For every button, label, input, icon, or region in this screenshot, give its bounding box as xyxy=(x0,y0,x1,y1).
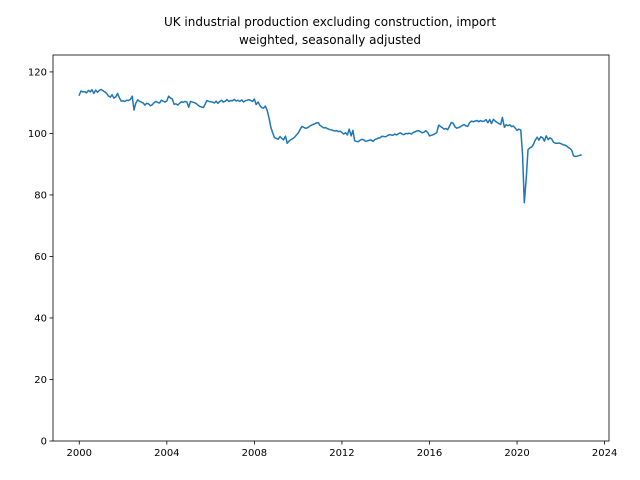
chart-title-line-2: weighted, seasonally adjusted xyxy=(239,33,421,47)
x-tick-label: 2004 xyxy=(154,448,179,459)
x-tick-label: 2020 xyxy=(504,448,529,459)
y-tick-label: 20 xyxy=(34,375,47,386)
y-tick-label: 40 xyxy=(34,314,47,325)
y-tick-label: 80 xyxy=(34,191,47,202)
plot-frame xyxy=(52,54,610,442)
x-tick-label: 2024 xyxy=(592,448,617,459)
y-tick-label: 60 xyxy=(34,252,47,263)
chart-title-line-1: UK industrial production excluding const… xyxy=(164,15,496,29)
x-tick-label: 2008 xyxy=(242,448,267,459)
y-tick-label: 100 xyxy=(28,129,47,140)
x-tick-label: 2000 xyxy=(67,448,92,459)
y-tick-label: 0 xyxy=(41,437,47,448)
x-tick-label: 2016 xyxy=(417,448,442,459)
series-line-0 xyxy=(78,88,582,204)
x-tick-label: 2012 xyxy=(329,448,354,459)
y-tick-label: 120 xyxy=(28,68,47,79)
axes-layer: 2000 2004 2008 2012 2016 2020 2024 0 20 40 60 80 100… xyxy=(28,54,617,459)
series-layer xyxy=(78,88,582,204)
